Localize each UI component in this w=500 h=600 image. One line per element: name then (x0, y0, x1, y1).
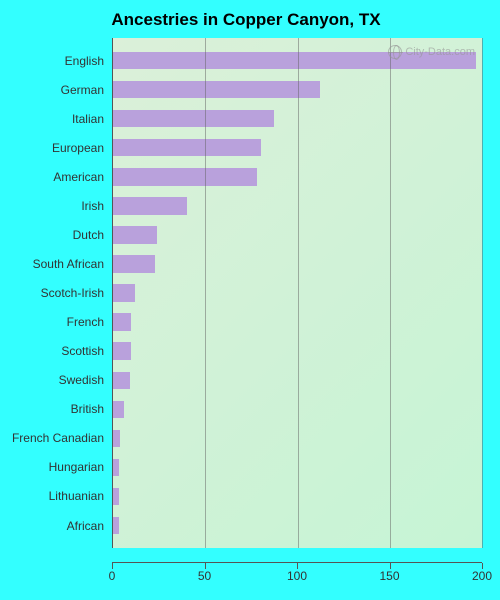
gridline (205, 38, 206, 548)
bar (113, 459, 119, 476)
x-tick-label: 50 (198, 569, 211, 583)
x-tick-label: 0 (109, 569, 116, 583)
bar (113, 430, 120, 447)
bar (113, 284, 135, 301)
bar (113, 372, 130, 389)
y-label: English (10, 46, 112, 75)
gridline (482, 38, 483, 548)
y-label: Dutch (10, 220, 112, 249)
chart-body: EnglishGermanItalianEuropeanAmericanIris… (10, 38, 482, 548)
y-label: Irish (10, 191, 112, 220)
y-label: French Canadian (10, 424, 112, 453)
y-label: Swedish (10, 366, 112, 395)
y-label: African (10, 511, 112, 540)
y-label: Hungarian (10, 453, 112, 482)
y-label: British (10, 395, 112, 424)
y-label: Lithuanian (10, 482, 112, 511)
y-label: Scottish (10, 337, 112, 366)
bar (113, 313, 131, 330)
bar (113, 139, 261, 156)
bar (113, 255, 155, 272)
y-label: South African (10, 249, 112, 278)
bar (113, 226, 157, 243)
y-label: Scotch-Irish (10, 279, 112, 308)
watermark-text: City-Data.com (405, 46, 475, 58)
y-axis-labels: EnglishGermanItalianEuropeanAmericanIris… (10, 38, 112, 548)
gridline (298, 38, 299, 548)
watermark: City-Data.com (388, 45, 475, 59)
y-label: American (10, 162, 112, 191)
bar (113, 342, 131, 359)
bar (113, 110, 274, 127)
y-label: Italian (10, 104, 112, 133)
plot-area (112, 38, 482, 548)
chart-container: Ancestries in Copper Canyon, TX City-Dat… (0, 0, 500, 600)
globe-icon (388, 45, 402, 59)
x-axis: 050100150200 (112, 562, 482, 582)
x-tick-label: 150 (379, 569, 399, 583)
gridline (390, 38, 391, 548)
bar (113, 168, 257, 185)
bar (113, 517, 119, 534)
y-label: European (10, 133, 112, 162)
bar (113, 81, 320, 98)
bar (113, 488, 119, 505)
bar (113, 401, 124, 418)
chart-title: Ancestries in Copper Canyon, TX (10, 10, 482, 30)
y-label: German (10, 75, 112, 104)
y-label: French (10, 308, 112, 337)
x-tick-label: 100 (287, 569, 307, 583)
bar (113, 197, 187, 214)
x-tick-label: 200 (472, 569, 492, 583)
